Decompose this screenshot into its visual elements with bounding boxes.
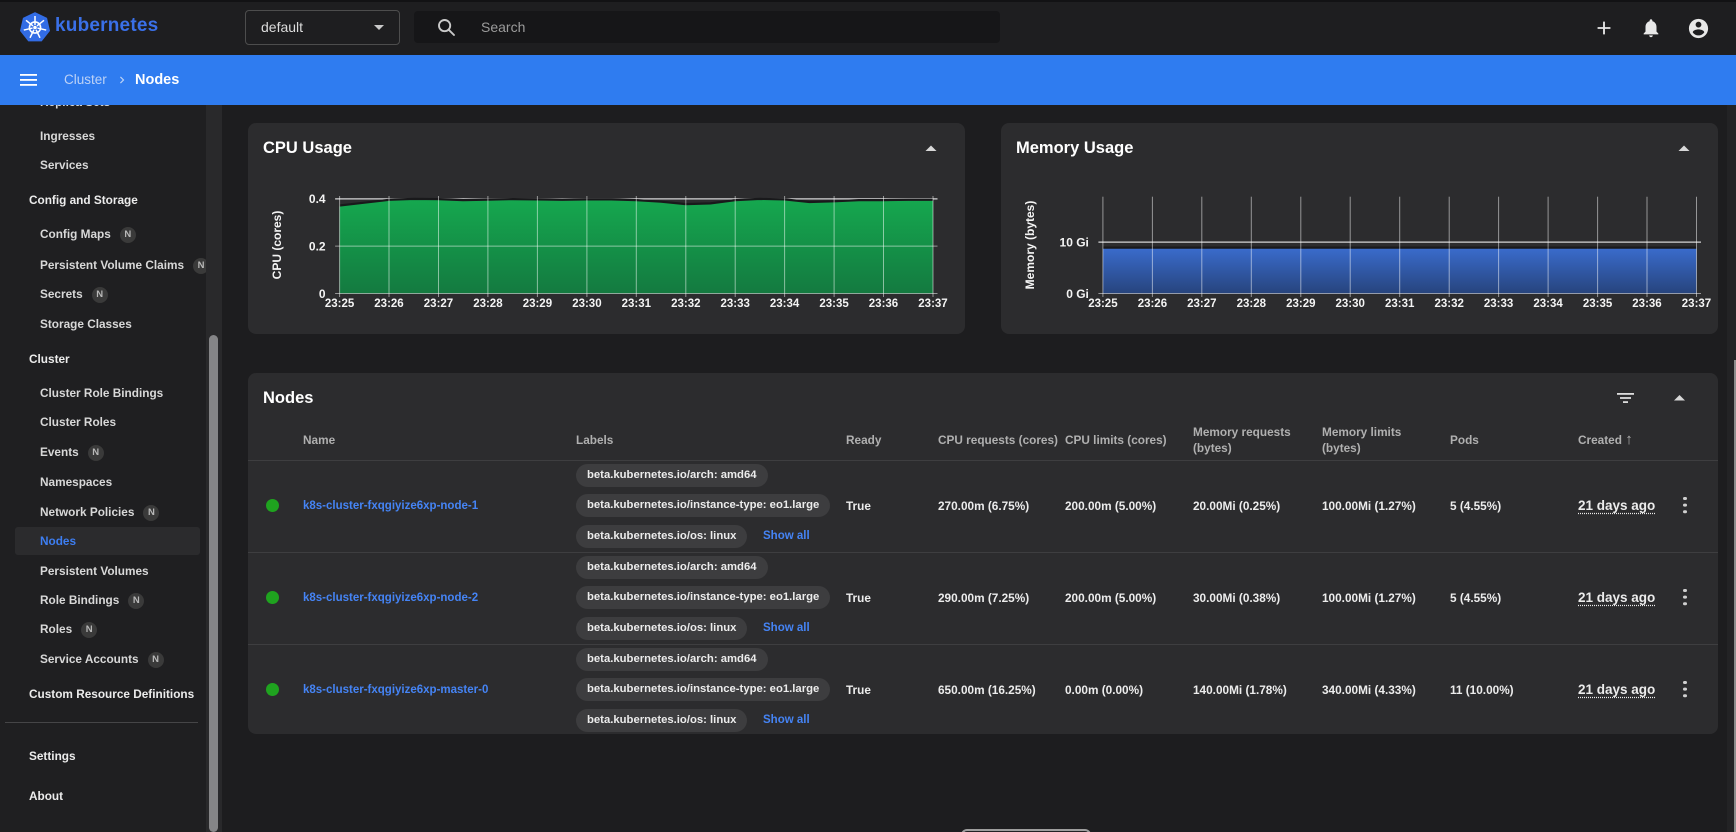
svg-text:23:33: 23:33: [1484, 298, 1513, 310]
svg-text:23:37: 23:37: [918, 298, 947, 310]
svg-text:0.2: 0.2: [309, 239, 326, 253]
svg-text:23:29: 23:29: [523, 298, 552, 310]
svg-text:23:25: 23:25: [1088, 298, 1118, 310]
svg-text:0.4: 0.4: [309, 192, 326, 206]
svg-text:23:26: 23:26: [374, 298, 403, 310]
svg-text:0: 0: [319, 287, 326, 301]
svg-text:23:29: 23:29: [1286, 298, 1315, 310]
svg-text:23:34: 23:34: [770, 298, 800, 310]
svg-text:23:26: 23:26: [1138, 298, 1167, 310]
svg-text:23:33: 23:33: [720, 298, 749, 310]
svg-text:23:32: 23:32: [1434, 298, 1463, 310]
svg-text:23:34: 23:34: [1533, 298, 1563, 310]
svg-text:23:27: 23:27: [1187, 298, 1216, 310]
svg-text:23:30: 23:30: [572, 298, 601, 310]
svg-text:23:30: 23:30: [1335, 298, 1364, 310]
svg-text:0 Gi: 0 Gi: [1066, 287, 1089, 301]
svg-text:23:35: 23:35: [819, 298, 849, 310]
svg-text:23:37: 23:37: [1682, 298, 1711, 310]
svg-text:23:31: 23:31: [622, 298, 652, 310]
svg-text:23:32: 23:32: [671, 298, 700, 310]
svg-text:23:28: 23:28: [473, 298, 503, 310]
svg-text:CPU (cores): CPU (cores): [270, 211, 284, 280]
svg-text:23:28: 23:28: [1237, 298, 1267, 310]
svg-text:Memory (bytes): Memory (bytes): [1023, 201, 1037, 290]
svg-text:23:27: 23:27: [424, 298, 453, 310]
svg-text:23:36: 23:36: [869, 298, 898, 310]
svg-text:10 Gi: 10 Gi: [1060, 235, 1089, 249]
svg-text:23:36: 23:36: [1632, 298, 1661, 310]
svg-text:23:25: 23:25: [325, 298, 355, 310]
svg-text:23:35: 23:35: [1583, 298, 1613, 310]
svg-text:23:31: 23:31: [1385, 298, 1415, 310]
